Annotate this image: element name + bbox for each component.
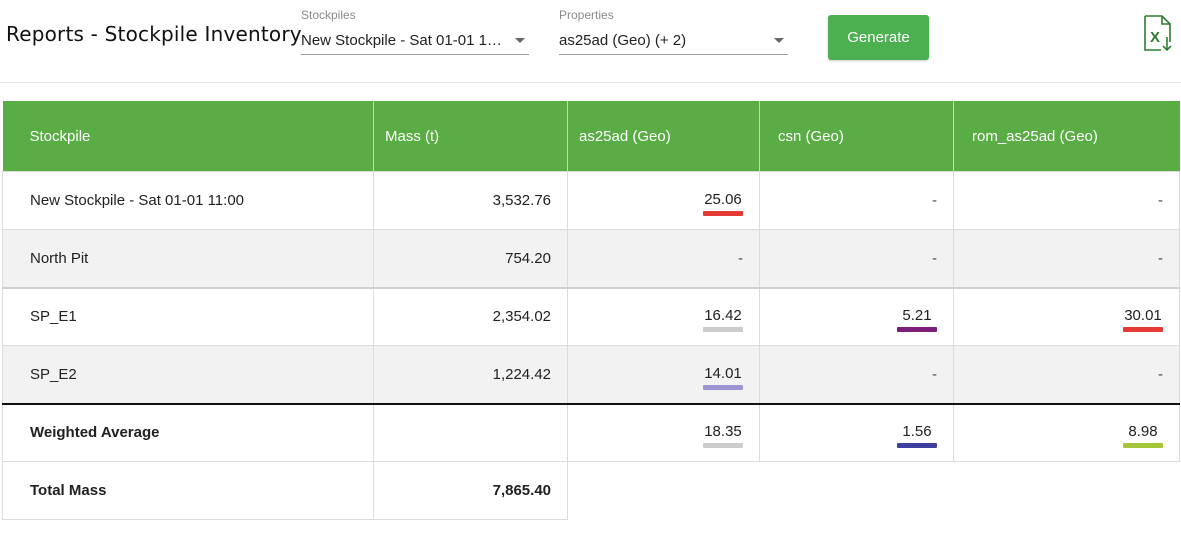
empty-cell [953,461,1180,520]
csn-value: - [759,229,954,288]
rom-value: - [953,171,1180,230]
stockpile-name: SP_E1 [2,286,374,346]
as25ad-cell: 14.01 [567,345,760,404]
csn-value: - [759,345,954,404]
value-color-bar [703,443,743,449]
stockpiles-select[interactable]: Stockpiles New Stockpile - Sat 01-01 1… [301,8,529,55]
generate-button[interactable]: Generate [828,15,929,60]
report-header: Reports - Stockpile Inventory Stockpiles… [0,0,1181,83]
properties-select[interactable]: Properties as25ad (Geo) (+ 2) [559,8,788,55]
as25ad-cell: 16.42 [567,286,760,346]
as25ad-value: - [567,229,760,288]
stockpile-name: New Stockpile - Sat 01-01 11:00 [2,171,374,230]
column-header-rom-as25ad[interactable]: rom_as25ad (Geo) [953,101,1180,172]
table-header-row: Stockpile Mass (t) as25ad (Geo) csn (Geo… [2,101,1180,172]
column-header-stockpile[interactable]: Stockpile [2,101,374,172]
table-row[interactable]: North Pit 754.20 - - - [2,229,1180,288]
caret-down-icon[interactable] [774,38,784,43]
mass-value: 1,224.42 [373,345,568,404]
mass-value: 754.20 [373,229,568,288]
column-header-csn[interactable]: csn (Geo) [759,101,954,172]
as25ad-value: 14.01 [704,364,742,382]
value-color-bar [703,327,743,333]
value-color-bar [1123,443,1163,449]
rom-value: 30.01 [1124,307,1162,325]
as25ad-cell: 18.35 [567,402,760,462]
table-row[interactable]: SP_E2 1,224.42 14.01 - - [2,345,1180,404]
csn-value: - [759,171,954,230]
as25ad-value: 16.42 [704,307,742,325]
properties-value: as25ad (Geo) (+ 2) [559,32,687,49]
rom-cell: 30.01 [953,286,1180,346]
value-color-bar [897,327,937,333]
properties-label: Properties [559,8,614,22]
weighted-average-row: Weighted Average 18.35 1.56 8.98 [2,402,1180,462]
value-color-bar [703,211,743,216]
total-mass-value: 7,865.40 [373,461,568,520]
empty-cell [567,461,760,520]
stockpile-name: SP_E2 [2,345,374,404]
stockpiles-label: Stockpiles [301,8,356,22]
weighted-average-label: Weighted Average [2,402,374,462]
rom-value: - [953,345,1180,404]
stockpiles-value: New Stockpile - Sat 01-01 1… [301,32,502,49]
inventory-table: Stockpile Mass (t) as25ad (Geo) csn (Geo… [2,101,1180,520]
csn-average: 1.56 [902,423,932,441]
table-row[interactable]: New Stockpile - Sat 01-01 11:00 3,532.76… [2,171,1180,230]
column-header-mass[interactable]: Mass (t) [373,101,568,172]
stockpile-name: North Pit [2,229,374,288]
rom-average: 8.98 [1128,423,1158,441]
as25ad-value: 25.06 [704,191,742,208]
value-color-bar [703,384,743,390]
value-color-bar [897,443,937,449]
as25ad-average: 18.35 [704,423,742,441]
svg-text:X: X [1150,29,1160,46]
csn-value: 5.21 [902,307,932,325]
empty-cell [759,461,954,520]
properties-dropdown[interactable]: as25ad (Geo) (+ 2) [559,25,788,55]
excel-export-icon[interactable]: X [1141,15,1175,53]
rom-value: - [953,229,1180,288]
total-mass-row: Total Mass 7,865.40 [2,461,1180,520]
total-mass-label: Total Mass [2,461,374,520]
csn-cell: 1.56 [759,402,954,462]
table-row[interactable]: SP_E1 2,354.02 16.42 5.21 30.01 [2,286,1180,346]
caret-down-icon[interactable] [515,38,525,43]
value-color-bar [1123,327,1163,333]
mass-value: 2,354.02 [373,286,568,346]
page-title: Reports - Stockpile Inventory [6,22,302,46]
weighted-average-mass-empty [373,402,568,462]
as25ad-cell: 25.06 [567,171,760,230]
rom-cell: 8.98 [953,402,1180,462]
column-header-as25ad[interactable]: as25ad (Geo) [567,101,760,172]
stockpiles-dropdown[interactable]: New Stockpile - Sat 01-01 1… [301,25,529,55]
csn-cell: 5.21 [759,286,954,346]
mass-value: 3,532.76 [373,171,568,230]
